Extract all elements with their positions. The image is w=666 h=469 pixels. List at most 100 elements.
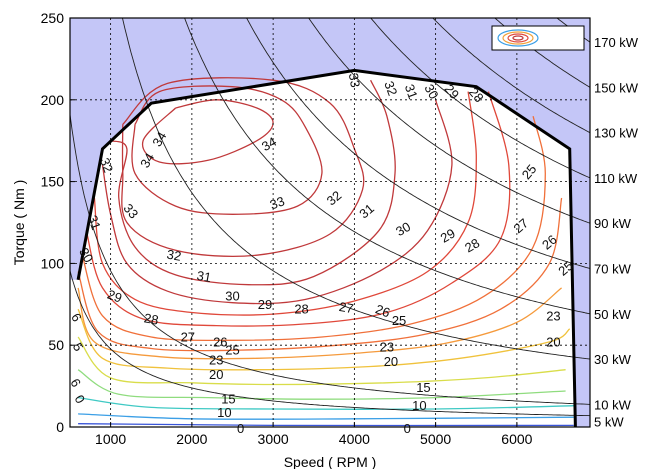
contour-label: 28 bbox=[462, 235, 482, 255]
contour-15 bbox=[77, 369, 566, 400]
power-label-70: 70 kW bbox=[594, 262, 632, 277]
contour-label: 27 bbox=[338, 299, 355, 316]
contour-label: 33 bbox=[346, 72, 363, 89]
y-tick-label: 100 bbox=[41, 255, 65, 271]
x-tick-label: 3000 bbox=[258, 431, 289, 447]
x-tick-label: 5000 bbox=[420, 431, 451, 447]
contour-label: 29 bbox=[438, 225, 458, 245]
y-tick-label: 150 bbox=[41, 174, 65, 190]
contour-23 bbox=[77, 308, 571, 371]
contour-label: 0 bbox=[404, 421, 411, 436]
contour-label: 31 bbox=[196, 268, 213, 285]
contour-32 bbox=[121, 77, 365, 258]
contour-label: 27 bbox=[181, 330, 195, 345]
power-label-150: 150 kW bbox=[594, 80, 639, 95]
x-axis-label: Speed ( RPM ) bbox=[284, 454, 377, 469]
contour-label: 20 bbox=[546, 334, 560, 349]
legend-contour-icon bbox=[507, 33, 529, 43]
contour-label: 34 bbox=[259, 134, 279, 154]
power-label-170: 170 kW bbox=[594, 35, 639, 50]
contour-label: 20 bbox=[209, 367, 223, 382]
contour-label: 34 bbox=[149, 129, 169, 149]
contour-label: 30 bbox=[393, 219, 413, 239]
contour-label: 29 bbox=[258, 297, 272, 312]
contour-27 bbox=[81, 116, 546, 342]
contour-label: 26 bbox=[373, 301, 392, 320]
contour-label: 30 bbox=[421, 82, 441, 102]
plot-frame bbox=[69, 17, 591, 428]
power-line-10 bbox=[70, 114, 590, 405]
contour-33 bbox=[131, 85, 323, 215]
contour-label: 23 bbox=[546, 308, 560, 323]
y-tick-label: 0 bbox=[56, 419, 64, 435]
power-line-5 bbox=[70, 270, 590, 417]
contour-lines bbox=[77, 77, 574, 427]
contour-label: 30 bbox=[76, 245, 96, 265]
contour-label: 28 bbox=[143, 310, 160, 327]
contour-28 bbox=[85, 91, 511, 327]
y-axis-label: Torque ( Nm ) bbox=[11, 180, 27, 266]
legend bbox=[491, 25, 585, 51]
contour-label: 0 bbox=[237, 421, 244, 436]
power-line-50 bbox=[184, 18, 590, 315]
legend-contour-icon bbox=[512, 35, 524, 41]
x-tick-label: 4000 bbox=[339, 431, 370, 447]
y-tick-label: 200 bbox=[41, 92, 65, 108]
power-lines bbox=[70, 18, 590, 417]
contour-label: 23 bbox=[209, 352, 223, 367]
power-line-130 bbox=[432, 18, 590, 134]
power-line-70 bbox=[246, 18, 590, 269]
contour-label: 32 bbox=[166, 247, 183, 264]
contour-label: 33 bbox=[268, 193, 287, 212]
power-label-110: 110 kW bbox=[594, 171, 638, 186]
power-line-110 bbox=[370, 18, 590, 179]
x-tick-label: 6000 bbox=[501, 431, 532, 447]
contour-30 bbox=[101, 99, 453, 305]
x-ticks: 1000 2000 3000 4000 5000 6000 bbox=[95, 422, 533, 447]
contour-label: 25 bbox=[392, 313, 406, 328]
contour-label: 28 bbox=[294, 302, 308, 317]
contour-label: 15 bbox=[416, 380, 430, 395]
y-tick-label: 50 bbox=[48, 337, 64, 353]
contour-31 bbox=[110, 79, 396, 286]
x-tick-label: 2000 bbox=[176, 431, 207, 447]
contour-34 bbox=[141, 99, 274, 165]
x-tick-label: 1000 bbox=[95, 431, 126, 447]
contour-20 bbox=[77, 336, 566, 386]
contour-label: 30 bbox=[225, 289, 239, 304]
contour-label: 15 bbox=[221, 392, 235, 407]
legend-contour-icon bbox=[502, 31, 534, 45]
contour-26 bbox=[77, 197, 563, 352]
contour-25 bbox=[77, 287, 562, 360]
power-label-130: 130 kW bbox=[594, 126, 639, 141]
outside-envelope-region bbox=[70, 18, 590, 427]
contour-label: 32 bbox=[381, 79, 400, 98]
contour-10 bbox=[78, 396, 574, 410]
contour-label: 10 bbox=[412, 398, 426, 413]
contour-29 bbox=[93, 91, 477, 316]
torque-envelope bbox=[76, 68, 577, 428]
contour-0 bbox=[78, 423, 574, 427]
power-label-30: 30 kW bbox=[594, 352, 632, 367]
contour-5 bbox=[78, 413, 574, 420]
legend-contour-icon bbox=[497, 29, 539, 47]
power-labels: 5 kW 10 kW 30 kW 50 kW 70 kW 90 kW 110 kW 130 k… bbox=[594, 35, 639, 430]
power-label-50: 50 kW bbox=[594, 307, 632, 322]
y-tick-label: 250 bbox=[41, 10, 65, 26]
contour-label: 25 bbox=[225, 343, 239, 358]
contour-label: 23 bbox=[380, 339, 394, 354]
power-label-90: 90 kW bbox=[594, 216, 632, 231]
power-label-5: 5 kW bbox=[594, 415, 624, 430]
power-line-150 bbox=[494, 18, 590, 88]
y-ticks: 0 50 100 150 200 250 bbox=[41, 10, 75, 435]
contour-label: 29 bbox=[105, 287, 124, 306]
contour-label: 26 bbox=[213, 334, 227, 349]
contour-label: 34 bbox=[137, 150, 157, 170]
power-line-30 bbox=[122, 18, 590, 360]
power-line-90 bbox=[308, 18, 590, 224]
contour-label: 10 bbox=[217, 405, 231, 420]
power-label-10: 10 kW bbox=[594, 397, 632, 412]
contour-label: 20 bbox=[384, 354, 398, 369]
contour-label: 31 bbox=[402, 82, 421, 101]
